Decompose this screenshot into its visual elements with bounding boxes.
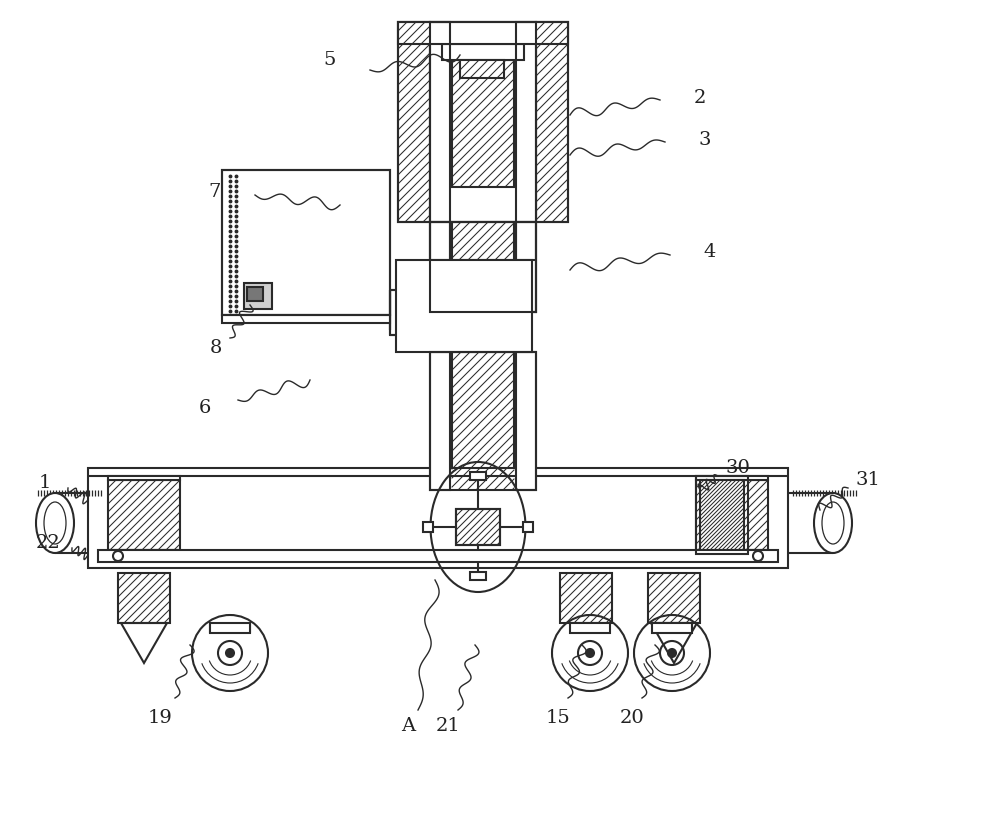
Bar bbox=[560, 573, 612, 623]
Bar bbox=[210, 623, 250, 633]
Text: 20: 20 bbox=[620, 709, 644, 727]
Bar bbox=[88, 468, 788, 568]
Bar bbox=[222, 170, 390, 315]
Bar bbox=[247, 287, 263, 301]
Bar bbox=[396, 260, 532, 352]
Bar bbox=[700, 480, 744, 550]
Bar bbox=[470, 472, 486, 480]
Bar bbox=[430, 22, 536, 222]
Circle shape bbox=[226, 649, 234, 657]
Text: 22: 22 bbox=[36, 534, 60, 552]
Text: 3: 3 bbox=[699, 131, 711, 149]
Bar bbox=[456, 509, 500, 545]
Bar bbox=[430, 222, 450, 312]
Bar bbox=[222, 315, 390, 323]
Bar bbox=[516, 222, 536, 312]
Bar bbox=[442, 44, 524, 60]
Bar bbox=[118, 573, 170, 623]
Ellipse shape bbox=[814, 493, 852, 553]
Bar bbox=[456, 509, 500, 545]
Bar bbox=[398, 22, 568, 222]
Bar bbox=[523, 522, 533, 532]
Bar bbox=[460, 60, 504, 78]
Bar bbox=[430, 352, 536, 490]
Bar bbox=[423, 522, 433, 532]
Bar bbox=[430, 22, 450, 312]
Text: 7: 7 bbox=[209, 183, 221, 201]
Text: 2: 2 bbox=[694, 89, 706, 107]
Bar bbox=[470, 572, 486, 580]
Bar bbox=[696, 550, 768, 554]
Bar bbox=[108, 550, 180, 554]
Bar bbox=[244, 283, 272, 309]
Circle shape bbox=[586, 649, 594, 657]
Bar bbox=[536, 22, 568, 222]
Text: 6: 6 bbox=[199, 399, 211, 417]
Text: A: A bbox=[401, 717, 415, 735]
Bar bbox=[516, 22, 536, 312]
Bar bbox=[452, 352, 514, 490]
Bar bbox=[652, 623, 692, 633]
Bar bbox=[430, 352, 450, 490]
Bar bbox=[516, 352, 536, 490]
Bar bbox=[108, 480, 180, 550]
Bar bbox=[696, 476, 768, 480]
Text: 30: 30 bbox=[726, 459, 750, 477]
Text: 15: 15 bbox=[546, 709, 570, 727]
Bar bbox=[452, 60, 514, 187]
Bar bbox=[570, 623, 610, 633]
Text: 31: 31 bbox=[856, 471, 880, 489]
Bar bbox=[696, 480, 768, 550]
Bar bbox=[398, 22, 430, 222]
Ellipse shape bbox=[36, 493, 74, 553]
Circle shape bbox=[668, 649, 676, 657]
Bar bbox=[452, 222, 514, 312]
Bar bbox=[398, 22, 568, 44]
Bar bbox=[410, 290, 430, 335]
Bar bbox=[108, 476, 180, 480]
Text: 4: 4 bbox=[704, 243, 716, 261]
Bar bbox=[390, 290, 410, 335]
Bar bbox=[696, 476, 748, 554]
Text: 5: 5 bbox=[324, 51, 336, 69]
Text: 21: 21 bbox=[436, 717, 460, 735]
Text: 1: 1 bbox=[39, 474, 51, 492]
Bar bbox=[648, 573, 700, 623]
Bar bbox=[98, 550, 778, 562]
Text: 8: 8 bbox=[210, 339, 222, 357]
Text: 19: 19 bbox=[148, 709, 172, 727]
Bar bbox=[430, 222, 536, 312]
Bar bbox=[222, 170, 390, 315]
